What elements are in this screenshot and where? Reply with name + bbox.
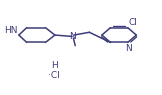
Text: HN: HN bbox=[4, 26, 18, 35]
Text: ·Cl: ·Cl bbox=[48, 71, 60, 80]
Text: Cl: Cl bbox=[128, 18, 137, 27]
Text: H: H bbox=[51, 61, 58, 70]
Text: N: N bbox=[125, 44, 132, 53]
Text: N: N bbox=[69, 32, 75, 41]
